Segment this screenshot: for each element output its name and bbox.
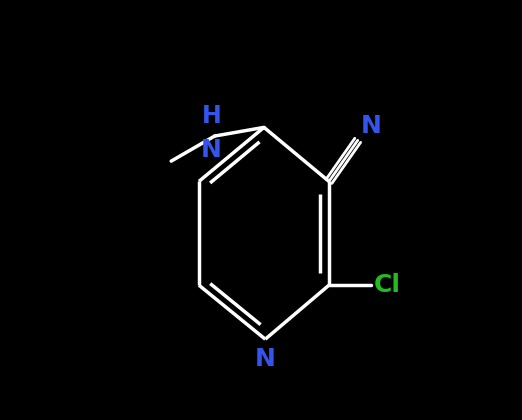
Text: N: N [201, 138, 222, 162]
Text: H: H [201, 104, 221, 128]
Text: N: N [360, 114, 381, 138]
Text: N: N [255, 347, 276, 371]
Text: Cl: Cl [374, 273, 401, 297]
